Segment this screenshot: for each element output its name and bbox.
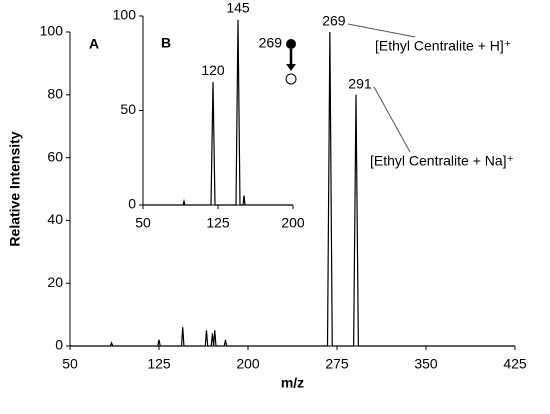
x-tick-label: 275 — [325, 356, 349, 372]
x-tick-label: 425 — [503, 356, 527, 372]
y-tick-label: 60 — [47, 148, 63, 164]
precursor-label: 269 — [259, 35, 283, 51]
annotation: [Ethyl Centralite + H]⁺ — [375, 38, 511, 54]
y-tick-label: 20 — [47, 274, 63, 290]
peak-label: 145 — [226, 0, 250, 15]
annotation-arrow — [347, 23, 416, 38]
y-tick-label: 100 — [40, 23, 64, 39]
y-tick-label: 0 — [128, 196, 136, 212]
annotation-arrow — [373, 86, 411, 153]
x-tick-label: 125 — [147, 356, 171, 372]
y-tick-label: 80 — [47, 86, 63, 102]
panel-label: B — [161, 35, 171, 51]
peak-label: 269 — [322, 13, 346, 29]
inset-background — [143, 12, 297, 205]
arrow-head — [286, 64, 296, 71]
x-axis-title: m/z — [281, 375, 304, 391]
y-tick-label: 100 — [113, 7, 137, 23]
x-tick-label: 50 — [135, 215, 151, 231]
panel-label: A — [89, 36, 99, 52]
y-axis-title: Relative Intensity — [7, 131, 23, 246]
y-tick-label: 0 — [55, 337, 63, 353]
annotation: [Ethyl Centralite + Na]⁺ — [370, 153, 514, 169]
peak-label: 291 — [348, 76, 372, 92]
x-tick-label: 50 — [62, 356, 78, 372]
x-tick-label: 350 — [414, 356, 438, 372]
peak-label: 120 — [201, 62, 225, 78]
fragment-ion — [285, 73, 297, 85]
spectrum — [143, 19, 293, 206]
precursor-ion — [286, 39, 296, 49]
x-tick-label: 200 — [236, 356, 260, 372]
spectrum — [70, 31, 515, 347]
y-tick-label: 40 — [47, 211, 63, 227]
y-tick-label: 50 — [120, 101, 136, 117]
x-tick-label: 125 — [206, 215, 230, 231]
x-tick-label: 200 — [281, 215, 305, 231]
